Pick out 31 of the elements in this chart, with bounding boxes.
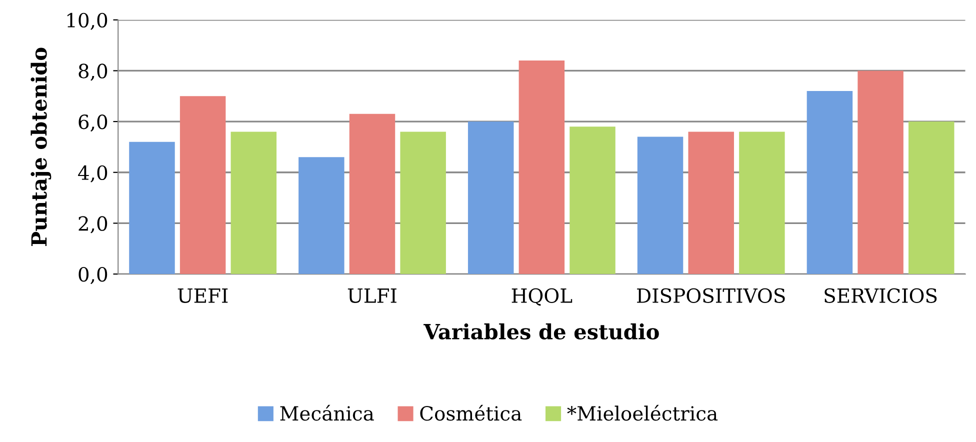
bar [570,126,616,274]
x-tick-label: HQOL [512,288,572,306]
legend-label: *Mieloeléctrica [567,404,718,421]
bar [688,132,734,274]
bar [468,122,514,274]
bar [806,91,853,274]
x-tick-label: ULFI [348,288,396,303]
bar [908,122,954,274]
bar [637,136,684,274]
x-axis-title: Variables de estudio [424,323,659,340]
legend-label: Cosmética [420,404,522,421]
legend-label: Mecánica [280,404,374,421]
x-tick-label: UEFI [178,288,228,303]
y-tick-label: 6,0 [78,114,108,132]
x-tick-label: DISPOSITIVOS [637,288,785,303]
bar [400,132,446,274]
bar [349,114,396,274]
bar [858,70,904,274]
y-tick-label: 8,0 [78,64,108,81]
y-tick-label: 10,0 [67,12,108,30]
y-tick-label: 4,0 [78,165,108,182]
y-tick-label: 0,0 [78,266,108,284]
bar [230,132,277,274]
y-tick-label: 2,0 [78,216,108,234]
bar [180,96,226,274]
bar [129,142,175,274]
y-axis-title: Puntaje obtenido [30,48,52,246]
x-tick-label: SERVICIOS [824,288,937,303]
bar [518,60,565,274]
bar [739,132,785,274]
bar [298,157,344,274]
